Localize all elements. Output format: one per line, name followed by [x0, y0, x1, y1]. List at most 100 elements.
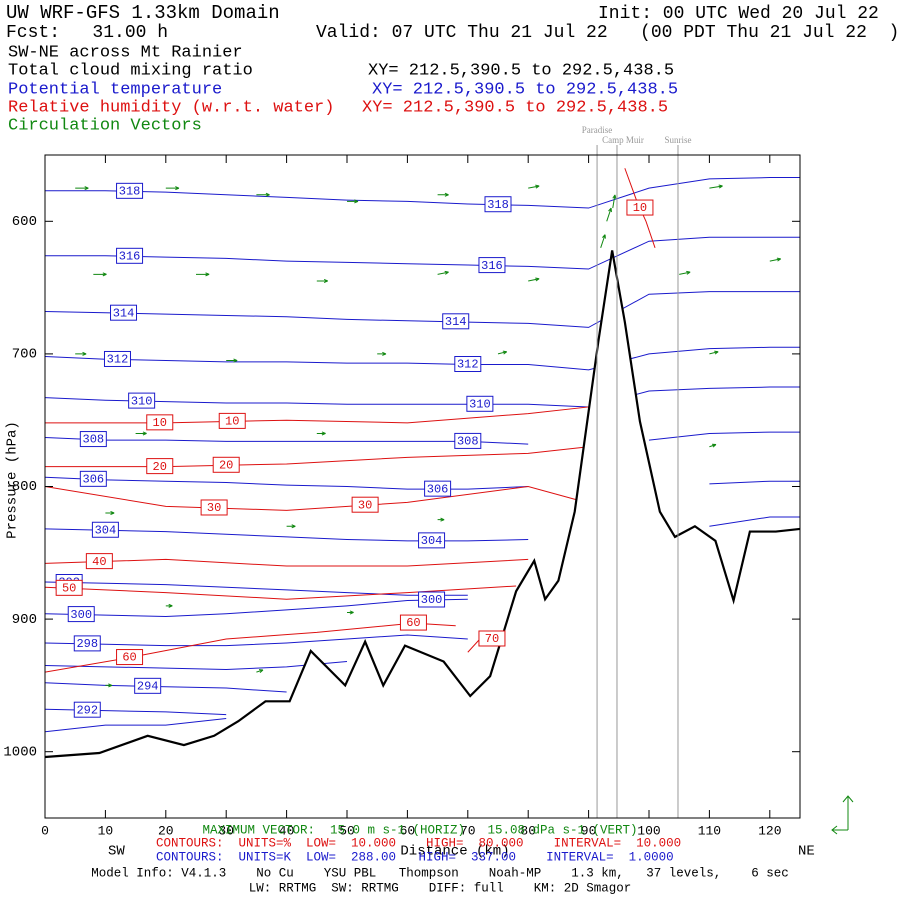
rh-label-box: [478, 630, 506, 647]
rh-label-box: [55, 579, 83, 596]
theta-label-box: [128, 392, 156, 409]
theta-label-text: 318: [487, 198, 509, 212]
x-tick-label: 80: [520, 823, 536, 838]
rh-label-text: 50: [62, 582, 76, 596]
theta-contour: [45, 386, 800, 408]
wind-vector: [256, 192, 270, 197]
rh-label-text: 10: [633, 201, 647, 215]
theta-label: 308: [454, 432, 482, 449]
wind-vector: [679, 270, 691, 275]
theta-label: 306: [424, 480, 452, 497]
theta-contour: [45, 236, 800, 270]
x-tick-label: 40: [279, 823, 295, 838]
theta-label-box: [91, 521, 119, 538]
plot-area: 318 318 316 316 314 314 312 312 310 310 308 308 306 3…: [3, 125, 801, 838]
wind-vector: [437, 517, 445, 522]
wind-vector: [165, 186, 180, 191]
rh-label: 50: [55, 579, 83, 596]
rh-label-box: [626, 199, 654, 216]
rh-contour: [45, 485, 577, 511]
rh-label-box: [146, 458, 174, 475]
x-tick-label: 90: [581, 823, 597, 838]
theta-label: 292: [73, 701, 101, 718]
theta-label-box: [73, 635, 101, 652]
theta-label-box: [442, 313, 470, 330]
rh-label-box: [85, 553, 113, 570]
theta-label-box: [103, 350, 131, 367]
theta-label-box: [466, 395, 494, 412]
theta-label: 310: [466, 395, 494, 412]
theta-label-box: [79, 470, 107, 487]
wind-vector: [377, 351, 387, 356]
ne-label: NE: [798, 844, 815, 860]
theta-label-text: 310: [131, 394, 153, 408]
theta-label-box: [116, 247, 144, 264]
y-tick-label: 800: [12, 479, 37, 495]
rh-label: 60: [116, 649, 144, 666]
wind-vector: [75, 351, 87, 356]
wind-vector: [105, 511, 115, 516]
theta-label-box: [484, 196, 512, 213]
theta-label-text: 312: [107, 353, 129, 367]
rh-contour: [45, 446, 589, 468]
theta-label-text: 318: [119, 185, 141, 199]
theta-contour: [45, 718, 227, 733]
rh-label-text: 20: [219, 458, 233, 472]
wind-vector: [612, 194, 617, 209]
theta-label-text: 304: [421, 534, 443, 548]
theta-label-text: 308: [83, 433, 105, 447]
y-tick-label: 1000: [3, 744, 37, 760]
rh-label: 30: [351, 496, 379, 513]
theta-label-text: 312: [457, 358, 479, 372]
wind-vector: [497, 350, 508, 355]
field-name: Potential temperature: [8, 80, 222, 99]
field-xy: XY= 212.5,390.5 to 292.5,438.5: [372, 80, 678, 99]
theta-label: 316: [116, 247, 144, 264]
theta-label-box: [418, 532, 446, 549]
landmark-label: Paradise: [582, 125, 613, 135]
wind-vector: [316, 431, 326, 436]
theta-label-text: 298: [76, 637, 98, 651]
rh-label-text: 70: [485, 632, 499, 646]
plot-frame: [44, 154, 801, 819]
theta-label-text: 310: [469, 397, 491, 411]
model-info: Model Info: V4.1.3 No Cu YSU PBL Thompso…: [91, 866, 789, 880]
rh-contour-info: CONTOURS: UNITS=% LOW= 10.000 HIGH= 80.0…: [156, 836, 681, 850]
theta-contour: [45, 291, 800, 328]
wind-vector: [437, 192, 449, 197]
theta-label: 318: [484, 196, 512, 213]
theta-contour: [45, 516, 800, 542]
sw-label: SW: [108, 844, 125, 860]
theta-label-box: [478, 257, 506, 274]
rh-label-text: 10: [225, 415, 239, 429]
rh-label: 10: [146, 414, 174, 431]
theta-label-box: [418, 591, 446, 608]
field-name: Circulation Vectors: [8, 116, 202, 135]
theta-contour: [45, 346, 800, 371]
theta-label: 304: [418, 532, 446, 549]
wind-vector: [286, 524, 296, 529]
wind-vector: [600, 234, 606, 248]
theta-label: 310: [128, 392, 156, 409]
wind-vector: [196, 272, 210, 277]
terrain: [44, 250, 801, 759]
init-time: Init: 00 UTC Wed 20 Jul 22: [598, 4, 879, 24]
theta-label: 314: [442, 313, 470, 330]
x-tick-label: 110: [698, 823, 721, 838]
y-axis-label: Pressure (hPa): [5, 421, 21, 539]
theta-contour: [45, 598, 468, 617]
forecast-hour: Fcst: 31.00 h: [6, 23, 168, 43]
wind-vector: [347, 199, 359, 204]
rh-label-text: 60: [122, 651, 136, 665]
landmark-label: Camp Muir: [602, 135, 644, 145]
wind-vector: [709, 443, 717, 448]
wind-vector: [709, 350, 719, 355]
valid-time: Valid: 07 UTC Thu 21 Jul 22 (00 PDT Thu …: [316, 23, 899, 43]
y-tick-label: 700: [12, 347, 37, 363]
rh-contour: [45, 585, 517, 600]
x-tick-label: 60: [400, 823, 416, 838]
x-tick-label: 120: [758, 823, 781, 838]
theta-label: 316: [478, 257, 506, 274]
x-tick-label: 0: [41, 823, 49, 838]
rh-label-box: [146, 414, 174, 431]
